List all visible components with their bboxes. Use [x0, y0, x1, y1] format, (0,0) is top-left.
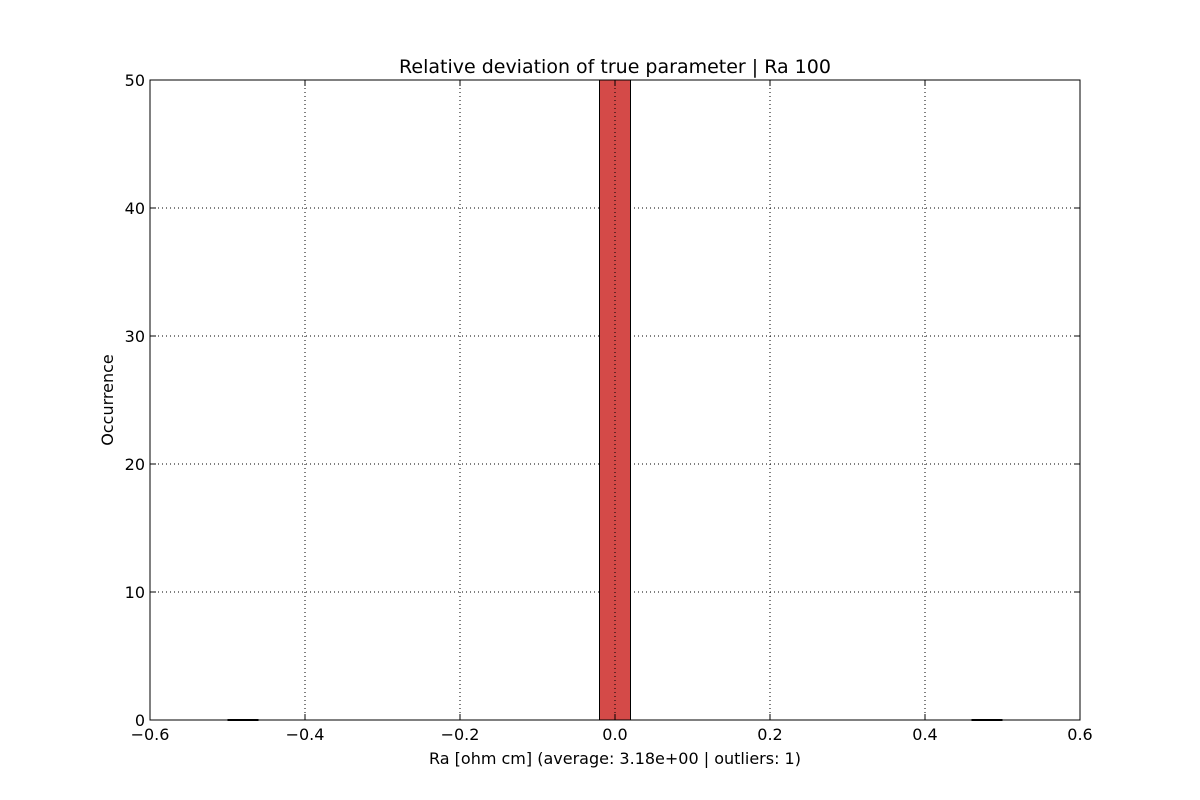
y-tick-label: 10	[125, 583, 145, 602]
x-tick-label: 0.0	[602, 725, 627, 744]
x-axis-label: Ra [ohm cm] (average: 3.18e+00 | outlier…	[429, 749, 801, 768]
chart-title: Relative deviation of true parameter | R…	[399, 56, 831, 78]
x-tick-label: 0.6	[1067, 725, 1092, 744]
x-tick-label: −0.6	[131, 725, 170, 744]
y-axis-label: Occurrence	[98, 354, 117, 445]
y-tick-label: 50	[125, 71, 145, 90]
x-tick-label: 0.4	[912, 725, 937, 744]
y-tick-label: 40	[125, 199, 145, 218]
x-tick-label: −0.4	[286, 725, 325, 744]
x-tick-label: −0.2	[441, 725, 480, 744]
y-tick-label: 0	[135, 711, 145, 730]
ticks: −0.6 −0.4 −0.2 0.0 0.2 0.4 0.6 0 10 20 30 40 50	[125, 71, 1093, 744]
y-tick-label: 30	[125, 327, 145, 346]
y-tick-label: 20	[125, 455, 145, 474]
x-tick-label: 0.2	[757, 725, 782, 744]
bars	[227, 79, 1003, 721]
